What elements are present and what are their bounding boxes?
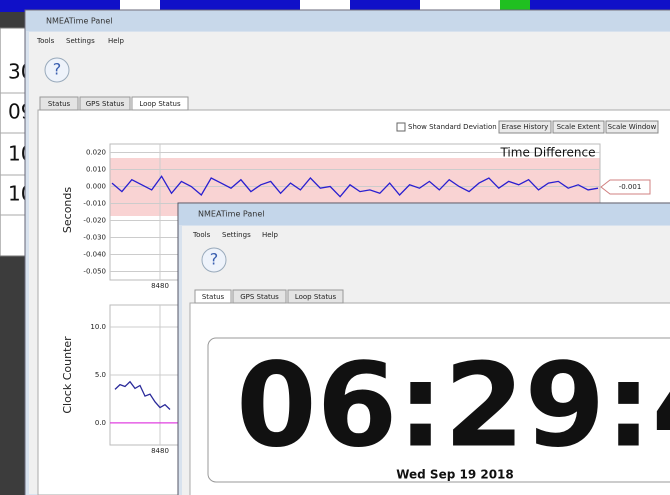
y-tick-label: -0.040: [83, 251, 106, 259]
button-label: Scale Window: [608, 123, 657, 131]
y-tick-label: 0.010: [86, 166, 106, 174]
y-tick-label: 0.000: [86, 183, 106, 191]
series-line: [114, 380, 171, 410]
menu-item[interactable]: Tools: [192, 231, 211, 239]
tab[interactable]: [79, 96, 131, 111]
axis-label: Clock Counter: [61, 336, 74, 414]
help-button[interactable]: [44, 57, 70, 83]
window-title: NMEATime Panel: [46, 17, 113, 26]
clock-time: 06:29:4: [236, 339, 670, 474]
menu-item[interactable]: Settings: [222, 231, 251, 239]
button[interactable]: [552, 120, 605, 134]
chart-title: Time Difference: [499, 146, 595, 160]
button-label: Erase History: [502, 123, 549, 131]
strip-cell: [120, 0, 160, 12]
tab-label: Loop Status: [295, 293, 337, 301]
tab[interactable]: [194, 289, 232, 304]
y-tick-label: 10.0: [90, 323, 106, 331]
clock-date: Wed Sep 19 2018: [396, 468, 514, 482]
tab[interactable]: [232, 289, 287, 304]
x-tick-label: 8480: [151, 447, 169, 455]
tab-label: Status: [48, 100, 71, 108]
window-title: NMEATime Panel: [198, 210, 265, 219]
tab-label: GPS Status: [240, 293, 279, 301]
button[interactable]: [498, 120, 552, 134]
tab-label: Status: [202, 293, 225, 301]
tab[interactable]: [39, 96, 79, 111]
tab[interactable]: [131, 96, 189, 111]
strip-cell: [500, 0, 530, 12]
button[interactable]: [605, 120, 659, 134]
series-line: [111, 175, 599, 198]
clock-panel: [207, 337, 670, 483]
help-button[interactable]: [201, 247, 227, 273]
y-tick-label: 5.0: [95, 371, 106, 379]
y-tick-label: -0.030: [83, 234, 106, 242]
tab-label: GPS Status: [86, 100, 125, 108]
y-tick-label: -0.050: [83, 268, 106, 276]
menu-item[interactable]: Tools: [36, 37, 55, 45]
y-tick-label: -0.020: [83, 217, 106, 225]
menu-item[interactable]: Settings: [66, 37, 95, 45]
strip-cell: [300, 0, 350, 12]
y-tick-label: 0.0: [95, 419, 106, 427]
help-icon: ?: [210, 250, 219, 269]
axis-label: Seconds: [61, 187, 74, 233]
x-tick-label: 8480: [151, 282, 169, 290]
menu-item[interactable]: Help: [262, 231, 279, 239]
tab-label: Loop Status: [139, 100, 181, 108]
button-label: Scale Extent: [557, 123, 601, 131]
value-label: -0.001: [619, 183, 642, 191]
checkbox-label: Show Standard Deviation: [408, 123, 497, 131]
strip-cell: [420, 0, 500, 12]
help-icon: ?: [53, 60, 62, 79]
tab[interactable]: [287, 289, 344, 304]
checkbox[interactable]: [396, 122, 406, 132]
y-tick-label: 0.020: [86, 149, 106, 157]
menu-item[interactable]: Help: [108, 37, 125, 45]
value-callout: [600, 179, 651, 195]
y-tick-label: -0.010: [83, 200, 106, 208]
title-bar: [179, 204, 670, 225]
title-bar: [26, 11, 670, 31]
